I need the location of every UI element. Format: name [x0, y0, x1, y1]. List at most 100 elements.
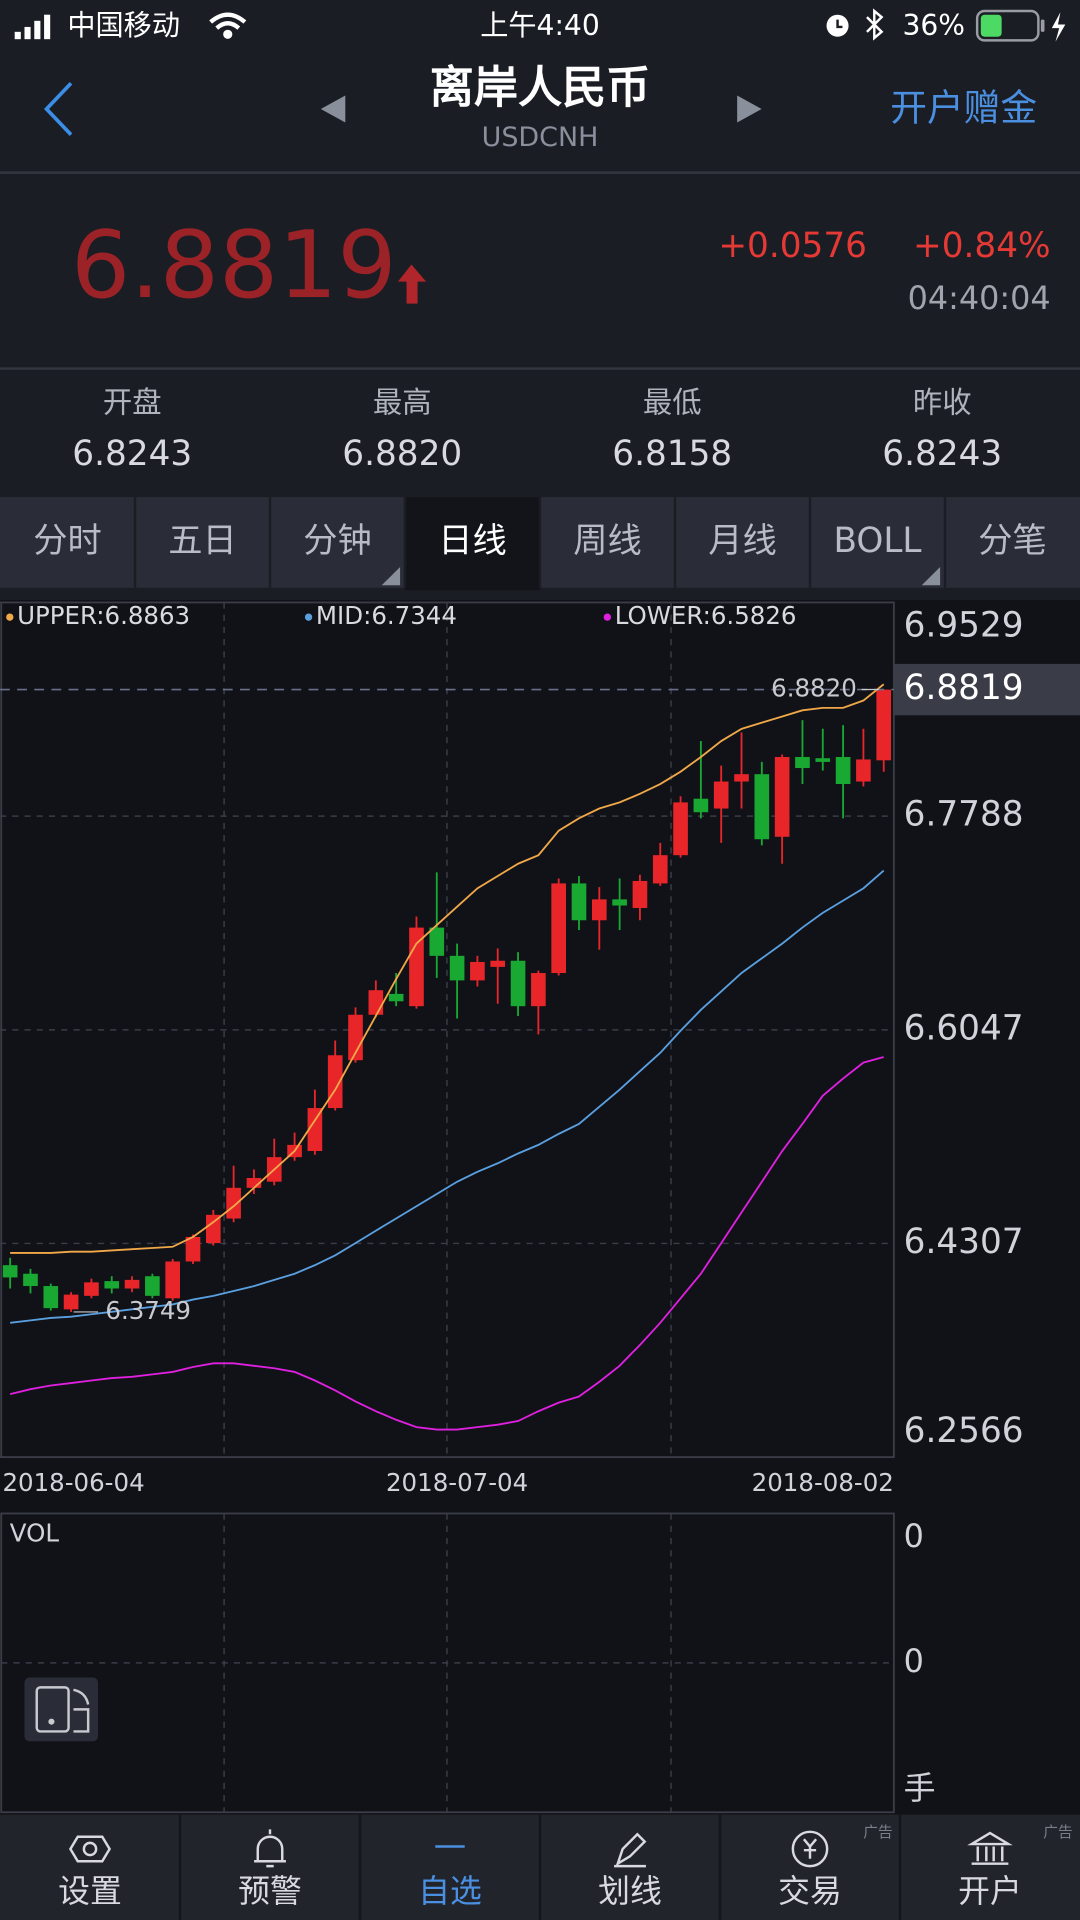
legend-entry: UPPER:6.8863	[17, 601, 190, 630]
layout-toggle-button[interactable]	[24, 1677, 98, 1742]
last-price-label: 6.8819	[904, 668, 1024, 708]
prev-button[interactable]	[320, 95, 346, 123]
candle-body	[388, 993, 404, 1002]
volume-axis-label: 0	[904, 1642, 924, 1680]
candle-body	[835, 756, 851, 784]
tab[interactable]: BOLL	[833, 521, 921, 561]
carrier: 中国移动	[67, 9, 180, 42]
nav-label[interactable]: 预警	[238, 1872, 302, 1910]
tab-dropdown-corner	[381, 566, 401, 586]
candle-body	[124, 1279, 140, 1289]
last-price: 6.8819	[71, 211, 397, 319]
candle-body	[145, 1276, 160, 1296]
candle-body	[185, 1236, 201, 1262]
chart-background	[0, 600, 1080, 1815]
tab[interactable]: 分时	[33, 521, 102, 561]
candle-body	[510, 960, 526, 1007]
signal-icon	[14, 14, 51, 40]
volume-axis-label: 0	[904, 1517, 924, 1555]
tab[interactable]: 日线	[438, 521, 507, 561]
legend-dot	[6, 613, 14, 621]
candle-body	[205, 1214, 221, 1244]
ad-badge: 广告	[863, 1824, 892, 1841]
up-arrow	[397, 264, 427, 304]
tab[interactable]: 分笔	[978, 521, 1047, 561]
bollinger-line	[10, 869, 885, 1324]
nav-icon	[254, 1829, 286, 1868]
active-tab	[405, 497, 540, 591]
charging-icon	[1051, 12, 1066, 42]
next-button[interactable]	[737, 95, 762, 123]
y-tick-label: 6.9529	[904, 605, 1024, 645]
stat-value: 6.8820	[342, 434, 462, 474]
stat-label: 昨收	[913, 386, 972, 420]
candle-body	[673, 802, 688, 856]
nav-label[interactable]: 自选	[418, 1872, 482, 1910]
stat-label: 最高	[373, 386, 432, 420]
page-title: 离岸人民币	[430, 63, 650, 114]
legend-dot	[603, 613, 612, 621]
nav-icon	[791, 1830, 829, 1868]
candle-body	[470, 961, 485, 981]
candle-body	[246, 1178, 262, 1188]
tab[interactable]: 五日	[168, 521, 237, 561]
bluetooth-icon	[866, 8, 884, 41]
candle-body	[63, 1294, 79, 1310]
clock: 上午4:40	[480, 9, 600, 42]
legend-entry: MID:6.7344	[316, 601, 457, 630]
candle-body	[84, 1282, 99, 1296]
candle-body	[23, 1273, 38, 1287]
candle-body	[591, 899, 607, 921]
tab[interactable]: 周线	[573, 521, 642, 561]
stat-label: 开盘	[103, 386, 162, 420]
open-account-link[interactable]: 开户赠金	[890, 87, 1037, 130]
candle-body	[490, 960, 506, 967]
stat-value: 6.8158	[612, 434, 732, 474]
tab-dropdown-corner	[921, 566, 941, 586]
tab[interactable]: 分钟	[303, 521, 372, 561]
stat-value: 6.8243	[72, 434, 192, 474]
vertical-grid	[1, 602, 894, 1813]
back-button[interactable]	[43, 81, 73, 136]
volume-frame	[0, 1512, 895, 1814]
last-price-box	[893, 663, 1080, 716]
y-tick-label: 6.6047	[904, 1008, 1024, 1048]
candle-body	[409, 927, 424, 1007]
battery-icon	[975, 9, 1045, 42]
candle-body	[632, 880, 648, 908]
price-change: +0.0576	[718, 226, 867, 266]
candle-body	[612, 899, 627, 906]
y-tick-label: 6.4307	[904, 1222, 1024, 1262]
candle-body	[774, 756, 790, 837]
candle-body	[815, 758, 831, 762]
tab[interactable]: 月线	[708, 521, 777, 561]
nav-label[interactable]: 开户	[958, 1872, 1022, 1910]
ad-badge: 广告	[1043, 1824, 1072, 1841]
candle-body	[652, 855, 668, 884]
wifi-icon	[209, 12, 247, 39]
legend-entry: LOWER:6.5826	[615, 601, 797, 630]
bollinger-line	[9, 1056, 884, 1431]
volume-title: VOL	[10, 1518, 60, 1547]
candle-body	[876, 689, 892, 761]
candle-body	[713, 781, 729, 809]
candle-body	[856, 759, 871, 782]
candle-body	[551, 883, 566, 974]
battery-level: 36%	[902, 9, 965, 42]
alarm-icon	[826, 14, 849, 37]
candle-body	[754, 774, 770, 840]
candle-body	[734, 774, 749, 782]
nav-label[interactable]: 交易	[778, 1872, 842, 1910]
candle-body	[43, 1286, 59, 1309]
nav-label[interactable]: 划线	[598, 1872, 662, 1910]
nav-icon	[614, 1832, 647, 1868]
x-tick-label: 2018-08-02	[752, 1468, 894, 1497]
candle-body	[795, 756, 810, 769]
candle-body	[226, 1187, 241, 1219]
legend-dot	[304, 613, 313, 621]
nav-icon	[967, 1831, 1013, 1865]
volume-unit: 手	[904, 1769, 936, 1807]
nav-label[interactable]: 设置	[58, 1872, 122, 1910]
